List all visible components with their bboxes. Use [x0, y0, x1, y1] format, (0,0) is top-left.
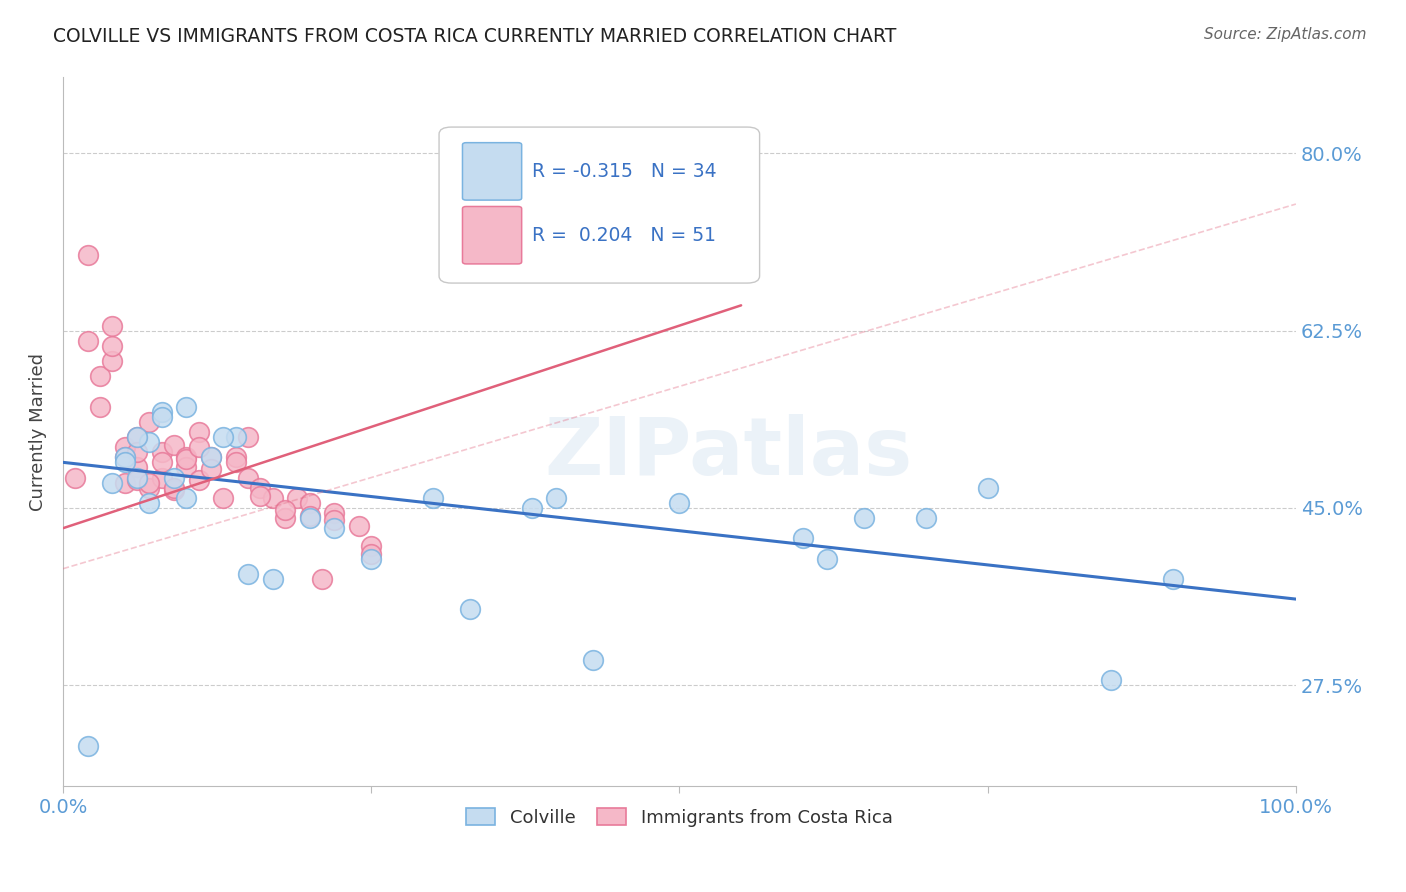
Point	[200, 450, 222, 465]
Point	[360, 547, 382, 561]
FancyBboxPatch shape	[463, 206, 522, 264]
Point	[323, 521, 346, 535]
Point	[114, 455, 136, 469]
Point	[114, 440, 136, 454]
Point	[520, 500, 543, 515]
Point	[76, 248, 98, 262]
FancyBboxPatch shape	[439, 127, 759, 283]
Point	[163, 481, 186, 495]
Point	[163, 438, 186, 452]
Point	[65, 470, 87, 484]
Point	[853, 511, 876, 525]
Text: COLVILLE VS IMMIGRANTS FROM COSTA RICA CURRENTLY MARRIED CORRELATION CHART: COLVILLE VS IMMIGRANTS FROM COSTA RICA C…	[53, 27, 897, 45]
Point	[976, 481, 998, 495]
Point	[323, 513, 346, 527]
Point	[668, 496, 690, 510]
Point	[138, 435, 160, 450]
Point	[347, 519, 370, 533]
Point	[176, 452, 198, 467]
Point	[225, 455, 247, 469]
Point	[792, 531, 814, 545]
Point	[1161, 572, 1184, 586]
Point	[138, 475, 160, 490]
Point	[458, 602, 481, 616]
Point	[360, 551, 382, 566]
Point	[187, 440, 209, 454]
Point	[176, 460, 198, 475]
Point	[150, 455, 173, 469]
Point	[125, 470, 148, 484]
Point	[89, 369, 111, 384]
Point	[323, 506, 346, 520]
Point	[125, 445, 148, 459]
Point	[114, 450, 136, 465]
Point	[163, 470, 186, 484]
Point	[298, 509, 321, 524]
Point	[262, 572, 284, 586]
Point	[163, 483, 186, 497]
Text: R =  0.204   N = 51: R = 0.204 N = 51	[531, 226, 716, 245]
Text: ZIPatlas: ZIPatlas	[544, 414, 912, 492]
Y-axis label: Currently Married: Currently Married	[30, 353, 46, 511]
Text: R = -0.315   N = 34: R = -0.315 N = 34	[531, 162, 716, 181]
Point	[187, 473, 209, 487]
Point	[249, 489, 271, 503]
Point	[200, 450, 222, 465]
Point	[76, 739, 98, 753]
Point	[125, 460, 148, 475]
Point	[114, 450, 136, 465]
Point	[187, 425, 209, 439]
Point	[150, 409, 173, 424]
Point	[150, 470, 173, 484]
Point	[176, 400, 198, 414]
Point	[125, 430, 148, 444]
Point	[125, 473, 148, 487]
Text: Source: ZipAtlas.com: Source: ZipAtlas.com	[1204, 27, 1367, 42]
Point	[176, 491, 198, 505]
Point	[236, 430, 259, 444]
Point	[114, 475, 136, 490]
Point	[150, 445, 173, 459]
Point	[915, 511, 938, 525]
Point	[150, 405, 173, 419]
Point	[249, 481, 271, 495]
Point	[101, 475, 124, 490]
Point	[311, 572, 333, 586]
Point	[225, 450, 247, 465]
Point	[274, 503, 297, 517]
Point	[360, 540, 382, 554]
Point	[236, 566, 259, 581]
FancyBboxPatch shape	[463, 143, 522, 200]
Point	[89, 400, 111, 414]
Point	[298, 511, 321, 525]
Point	[422, 491, 444, 505]
Point	[176, 450, 198, 465]
Point	[138, 415, 160, 429]
Point	[815, 551, 838, 566]
Point	[225, 430, 247, 444]
Point	[212, 430, 235, 444]
Point	[76, 334, 98, 348]
Point	[101, 339, 124, 353]
Point	[138, 481, 160, 495]
Point	[212, 491, 235, 505]
Legend: Colville, Immigrants from Costa Rica: Colville, Immigrants from Costa Rica	[460, 801, 900, 834]
Point	[125, 430, 148, 444]
Point	[236, 470, 259, 484]
Point	[101, 354, 124, 368]
Point	[1099, 673, 1122, 687]
Point	[200, 462, 222, 476]
Point	[582, 653, 605, 667]
Point	[298, 496, 321, 510]
Point	[546, 491, 568, 505]
Point	[274, 511, 297, 525]
Point	[138, 496, 160, 510]
Point	[101, 318, 124, 333]
Point	[285, 491, 308, 505]
Point	[262, 491, 284, 505]
